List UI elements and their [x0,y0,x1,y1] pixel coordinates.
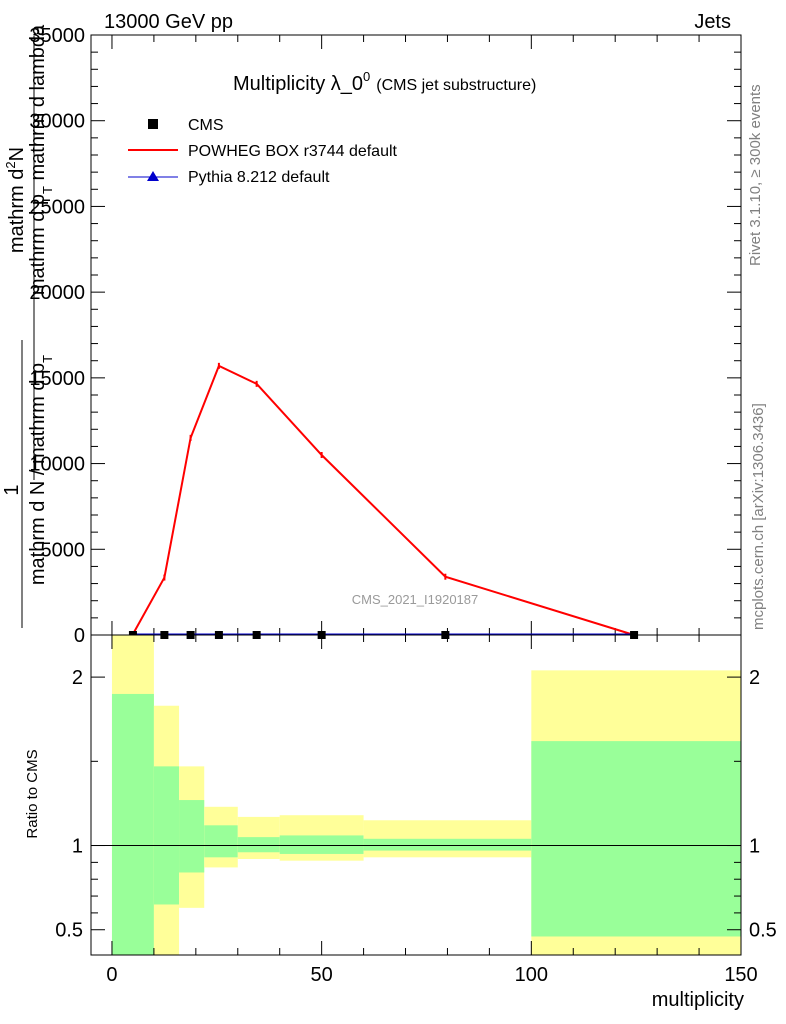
plot-title-main: Multiplicity λ_0 [233,73,363,95]
x-tick-label: 0 [106,964,117,986]
ratio-inner-band [237,837,280,853]
plot-title: Multiplicity λ_00 (CMS jet substructure) [233,69,536,95]
legend-pythia-label: Pythia 8.212 default [188,169,330,186]
y-axis-title-den: mathrm d pT mathrm d lambda [27,24,55,295]
analysis-watermark: CMS_2021_I1920187 [352,592,479,607]
ratio-panel: 0.5 0.5 1 1 2 2 0 50 100 150 [55,634,777,986]
y-tick-label: 0 [74,625,85,647]
ratio-frame [90,634,742,956]
legend: CMS POWHEG BOX r3744 default Pythia 8.21… [128,117,398,186]
main-panel: 0 5000 10000 15000 20000 25000 30000 35000 [29,25,742,647]
y-tick-label: 35000 [29,25,85,47]
x-tick-label: 50 [311,964,333,986]
ratio-inner-band [179,800,205,873]
plot-title-sup: 0 [363,69,370,84]
header-process-label: Jets [694,11,731,33]
ratio-inner-band [111,693,154,955]
rivet-version-label: Rivet 3.1.10, ≥ 300k events [747,84,764,266]
x-axis-title: multiplicity [652,989,744,1011]
legend-cms-label: CMS [188,117,224,134]
y-tick-label: 5000 [41,539,86,561]
legend-pythia-marker [147,171,159,181]
ratio-bands [111,635,741,955]
ratio-inner-band [531,741,741,937]
header-energy-label: 13000 GeV pp [104,11,233,33]
y-tick-label: 20000 [29,282,85,304]
legend-cms-marker [148,119,158,129]
y-tick-label: 25000 [29,196,85,218]
y-tick-label: 15000 [29,368,85,390]
legend-powheg-label: POWHEG BOX r3744 default [188,143,398,160]
y-tick-label: 10000 [29,454,85,476]
ratio-y-tick-label: 2 [72,667,83,689]
y-tick-label: 30000 [29,111,85,133]
x-tick-label: 100 [515,964,548,986]
ratio-axis-title: Ratio to CMS [24,749,41,838]
powheg-line [132,364,635,636]
ratio-y-tick-label-right: 0.5 [749,920,777,942]
ratio-inner-band [204,825,238,858]
ratio-y-tick-label: 1 [72,836,83,858]
y-axis-title-left: mathrm d N / mathrm d pT [27,355,55,585]
y-axis-title: mathrm d2N mathrm d pT mathrm d lambda 1… [1,24,55,628]
mcplots-credit-label: mcplots.cern.ch [arXiv:1306.3436] [750,403,767,630]
ratio-inner-band [279,835,364,854]
ratio-inner-band [363,838,532,851]
x-tick-label: 150 [724,964,757,986]
y-axis-title-num: mathrm d2N [3,147,28,253]
ratio-inner-band [153,766,180,905]
plot-title-sub: (CMS jet substructure) [376,77,536,94]
ratio-y-tick-label: 0.5 [55,920,83,942]
ratio-y-tick-label-right: 2 [749,667,760,689]
y-axis-title-one: 1 [1,484,23,495]
ratio-y-tick-label-right: 1 [749,836,760,858]
